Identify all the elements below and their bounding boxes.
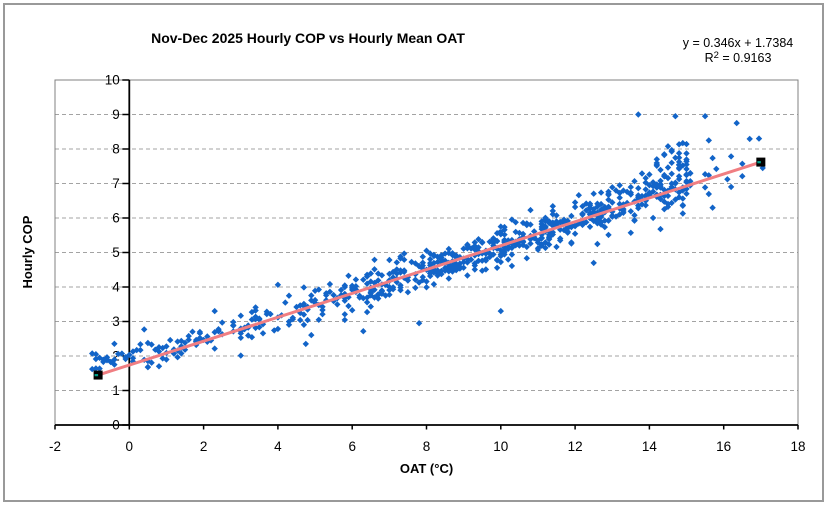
chart-title: Nov-Dec 2025 Hourly COP vs Hourly Mean O… <box>151 30 465 46</box>
x-tick-label: 0 <box>126 439 134 454</box>
x-tick-label: 18 <box>790 439 805 454</box>
x-axis-title: OAT (°C) <box>399 461 454 476</box>
x-tick-label: 6 <box>348 439 356 454</box>
x-tick-label: 12 <box>568 439 583 454</box>
y-tick-label: 7 <box>112 176 120 191</box>
r2-superscript: 2 <box>713 50 719 61</box>
trend-endpoint-start-dash <box>94 374 99 377</box>
x-tick-label: 14 <box>642 439 658 454</box>
scatter-points <box>89 111 766 373</box>
y-tick-label: 1 <box>112 383 120 398</box>
trendline-equation-line: y = 0.346x + 1.7384 <box>682 36 794 50</box>
trend-endpoint-end-dash <box>757 161 761 164</box>
r2-value: = 0.9163 <box>718 51 772 65</box>
trendline-r2-line: R2 = 0.9163 <box>613 51 827 66</box>
y-tick-label: 2 <box>112 349 120 364</box>
y-tick-label: 4 <box>112 280 120 295</box>
x-tick-label: 8 <box>423 439 431 454</box>
x-tick-label: 2 <box>200 439 208 454</box>
y-tick-label: 5 <box>112 245 120 260</box>
y-tick-label: 10 <box>105 73 120 88</box>
y-tick-label: 9 <box>112 107 120 122</box>
y-axis-title: Hourly COP <box>20 215 35 289</box>
y-tick-label: 6 <box>112 211 120 226</box>
trend-line <box>97 160 762 377</box>
x-tick-label: 4 <box>274 439 282 454</box>
x-tick-label: -2 <box>49 439 61 454</box>
y-tick-label: 3 <box>112 314 120 329</box>
x-tick-label: 10 <box>493 439 508 454</box>
y-tick-label: 8 <box>112 142 120 157</box>
r2-base: R <box>704 51 714 65</box>
x-tick-label: 16 <box>716 439 731 454</box>
trendline-equation: y = 0.346x + 1.7384 R2 = 0.9163 <box>613 36 827 66</box>
y-tick-label: 0 <box>112 418 120 433</box>
